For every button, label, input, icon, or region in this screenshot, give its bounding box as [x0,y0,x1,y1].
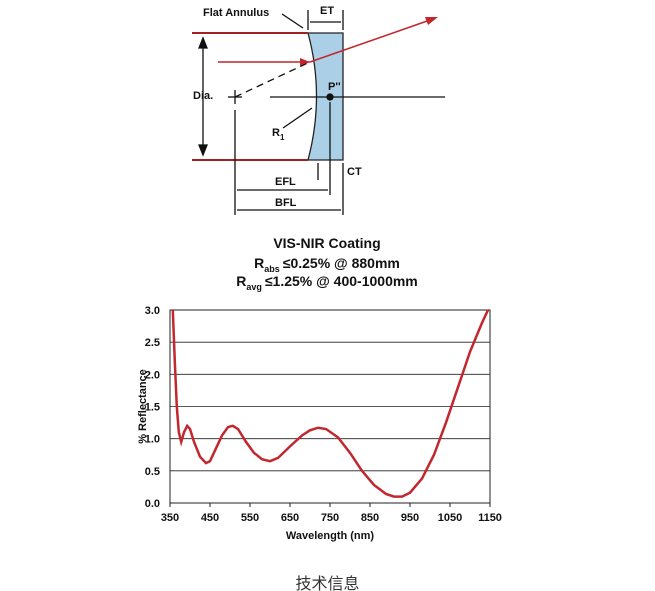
caption: 技术信息 [295,576,360,591]
coating-main: R [254,255,264,271]
data-line [171,309,490,498]
coating-rest: ≤0.25% @ 880mm [283,255,400,271]
x-tick-label: 750 [321,512,339,524]
label-flat-annulus: Flat Annulus [203,7,269,19]
coating-line: Rabs ≤0.25% @ 880mm [254,255,400,274]
label-ct: CT [347,166,362,178]
label-p: P'' [328,81,341,93]
coating-rest: ≤1.25% @ 400-1000mm [265,273,418,289]
label-dia: Dia. [193,90,213,102]
x-tick-label: 950 [401,512,419,524]
label-r: R1 [272,127,285,142]
coating-sub: avg [246,282,262,292]
x-tick-label: 1150 [478,512,502,524]
x-axis-label: Wavelength (nm) [286,530,375,542]
r-main: R [272,127,280,139]
x-tick-label: 350 [161,512,179,524]
y-tick-label: 2.5 [145,337,160,349]
y-tick-label: 3.0 [145,305,160,317]
coating-sub: abs [264,264,280,274]
x-tick-label: 450 [201,512,219,524]
coating-heading: VIS-NIR Coating [273,235,380,251]
y-tick-label: 2.0 [145,369,160,381]
y-tick-label: 0.0 [145,498,160,510]
plot-frame [169,309,491,504]
figure: Flat Annulus ET Dia. P'' R1 CT EFL BFL V… [137,5,502,542]
label-et: ET [320,5,334,17]
lens-diagram [192,10,445,215]
y-axis-label: % Reflectance [137,369,149,444]
coating-main: R [236,273,246,289]
label-efl: EFL [275,176,296,188]
x-tick-label: 850 [361,512,379,524]
coating-line: Ravg ≤1.25% @ 400-1000mm [236,273,418,292]
x-tick-label: 550 [241,512,259,524]
x-tick-label: 1050 [438,512,462,524]
x-tick-label: 650 [281,512,299,524]
y-tick-label: 1.5 [145,402,160,414]
coating-title: VIS-NIR Coating [273,235,380,251]
r-sub: 1 [280,133,285,142]
y-tick-label: 1.0 [145,434,160,446]
label-bfl: BFL [275,197,297,209]
y-tick-label: 0.5 [145,466,160,478]
